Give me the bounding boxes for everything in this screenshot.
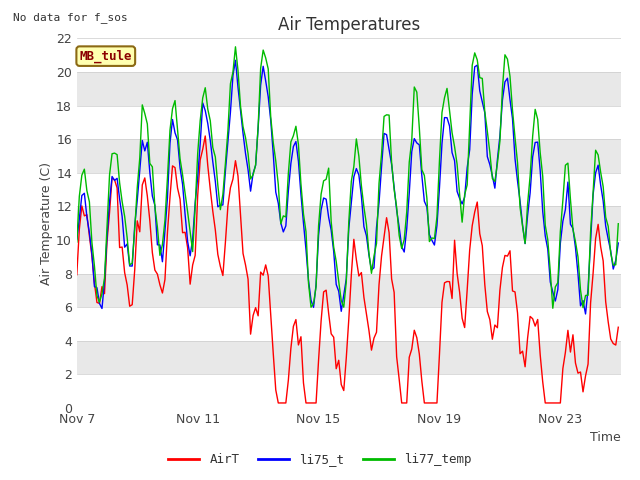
Y-axis label: Air Temperature (C): Air Temperature (C) [40,162,53,285]
Bar [77,139,621,173]
Bar [77,240,621,274]
Legend: AirT, li75_t, li77_temp: AirT, li75_t, li77_temp [163,448,477,471]
Bar [77,72,621,106]
Text: MB_tule: MB_tule [79,49,132,63]
Bar [77,38,621,72]
Bar [77,274,621,307]
Text: No data for f_sos: No data for f_sos [13,12,127,23]
Bar [77,374,621,408]
Bar [77,173,621,206]
Bar [77,106,621,139]
Bar [77,341,621,374]
X-axis label: Time: Time [590,432,621,444]
Bar [77,307,621,341]
Bar [77,206,621,240]
Title: Air Temperatures: Air Temperatures [278,16,420,34]
